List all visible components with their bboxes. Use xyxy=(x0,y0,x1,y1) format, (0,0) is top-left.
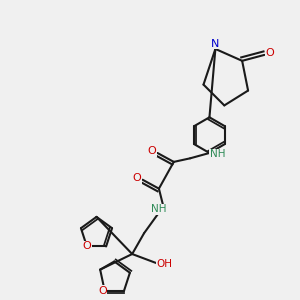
Text: OH: OH xyxy=(156,260,172,269)
Text: NH: NH xyxy=(151,204,166,214)
Text: NH: NH xyxy=(210,149,226,160)
Text: O: O xyxy=(148,146,157,157)
Text: O: O xyxy=(82,242,91,251)
Text: O: O xyxy=(133,173,142,183)
Text: N: N xyxy=(211,39,220,49)
Text: O: O xyxy=(98,286,107,296)
Text: O: O xyxy=(266,48,274,59)
